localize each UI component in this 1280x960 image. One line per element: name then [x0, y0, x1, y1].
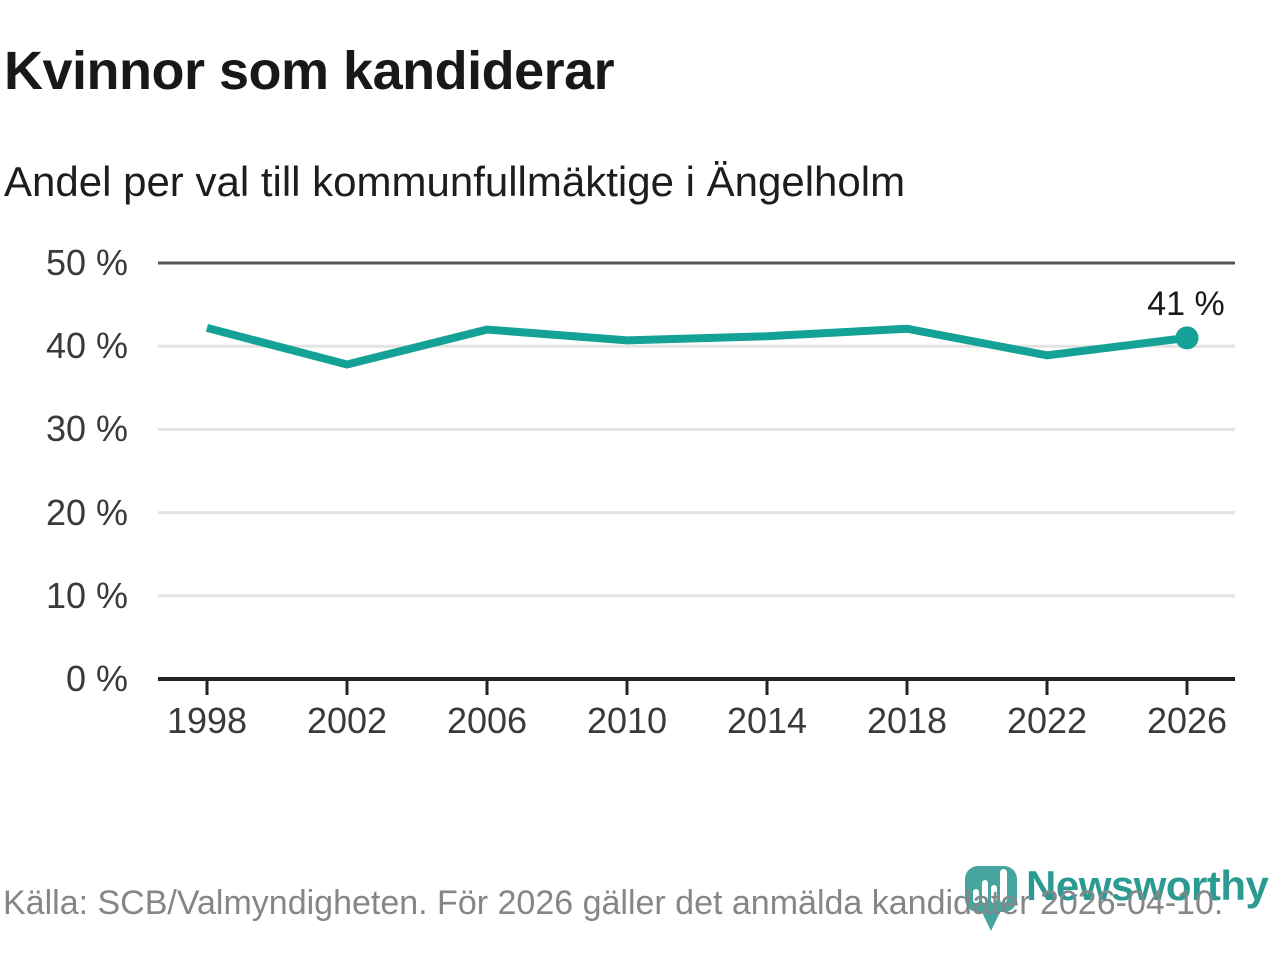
x-axis-label: 2018 [866, 700, 948, 741]
data-line [205, 324, 1188, 369]
source-note: Källa: SCB/Valmyndigheten. För 2026 gäll… [3, 884, 1224, 922]
y-axis-label: 20 % [45, 491, 128, 533]
newsworthy-logo: Newsworthy [963, 862, 1280, 938]
y-axis-label: 10 % [45, 574, 128, 616]
x-axis-label: 2022 [1006, 700, 1088, 741]
x-axis-label: 2006 [446, 700, 528, 741]
end-point-marker [1175, 326, 1199, 350]
x-axis-label: 1998 [166, 700, 248, 741]
y-axis-label: 50 % [45, 242, 128, 283]
x-axis-label: 2002 [306, 700, 388, 741]
y-axis-label: 0 % [65, 658, 128, 699]
x-axis-label: 2010 [586, 700, 668, 741]
brand-name: Newsworthy [1026, 862, 1269, 909]
speech-bubble-bar-chart-icon [965, 866, 1017, 931]
y-axis-label: 30 % [45, 408, 128, 450]
page-title: Kvinnor som kandiderar [4, 41, 615, 101]
x-axis-label: 2026 [1146, 700, 1228, 741]
x-axis-label: 2014 [726, 700, 808, 741]
y-axis-label: 40 % [45, 325, 128, 367]
end-value-label: 41 % [1147, 284, 1225, 323]
page-subtitle: Andel per val till kommunfullmäktige i Ä… [4, 158, 906, 205]
